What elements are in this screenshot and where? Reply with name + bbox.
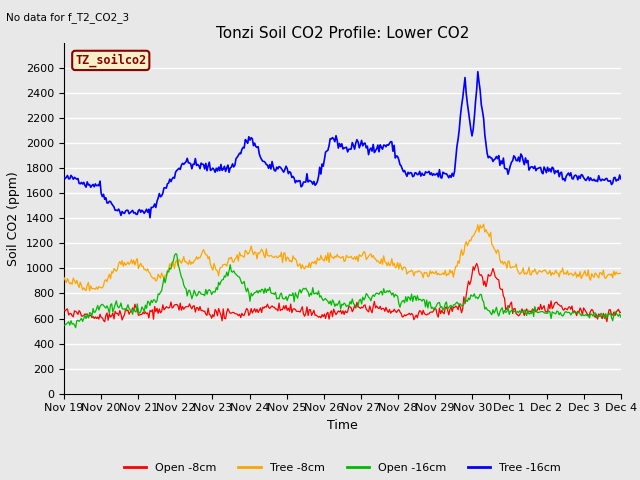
Text: TZ_soilco2: TZ_soilco2 bbox=[75, 54, 147, 67]
Legend: Open -8cm, Tree -8cm, Open -16cm, Tree -16cm: Open -8cm, Tree -8cm, Open -16cm, Tree -… bbox=[119, 459, 566, 478]
Text: No data for f_T2_CO2_3: No data for f_T2_CO2_3 bbox=[6, 12, 129, 23]
Y-axis label: Soil CO2 (ppm): Soil CO2 (ppm) bbox=[8, 171, 20, 266]
X-axis label: Time: Time bbox=[327, 419, 358, 432]
Title: Tonzi Soil CO2 Profile: Lower CO2: Tonzi Soil CO2 Profile: Lower CO2 bbox=[216, 25, 469, 41]
